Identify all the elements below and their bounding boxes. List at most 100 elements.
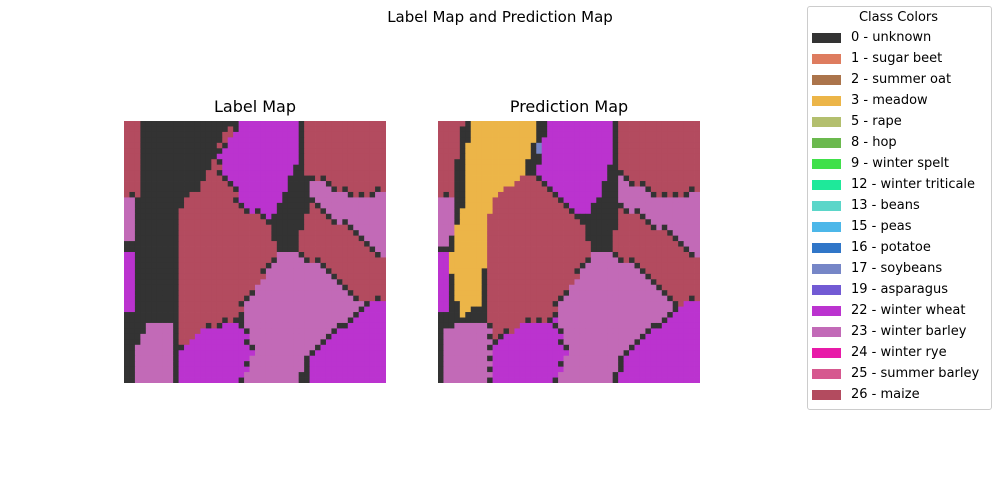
heatmap-cell: [282, 241, 289, 247]
heatmap-cell: [320, 262, 327, 269]
heatmap-cell: [634, 322, 641, 329]
heatmap-cell: [585, 279, 592, 286]
heatmap-cell: [222, 333, 229, 340]
heatmap-cell: [601, 224, 608, 231]
heatmap-cell: [601, 301, 608, 307]
heatmap-cell: [216, 339, 223, 346]
heatmap-cell: [342, 322, 349, 329]
heatmap-cell: [639, 131, 646, 138]
heatmap-cell: [145, 148, 152, 155]
heatmap-cell: [364, 257, 371, 264]
heatmap-cell: [162, 252, 169, 258]
heatmap-cell: [265, 131, 272, 138]
heatmap-cell: [629, 137, 635, 144]
heatmap-cell: [476, 295, 483, 302]
heatmap-cell: [194, 355, 201, 362]
heatmap-cell: [194, 328, 201, 335]
heatmap-cell: [205, 246, 212, 253]
legend-swatch: [812, 242, 841, 253]
heatmap-cell: [325, 279, 332, 286]
heatmap-cell: [287, 208, 294, 215]
heatmap-cell: [298, 268, 305, 275]
heatmap-cell: [623, 257, 630, 264]
heatmap-cell: [238, 312, 245, 318]
heatmap-cell: [298, 355, 305, 362]
heatmap-cell: [309, 361, 316, 368]
heatmap-cell: [487, 317, 493, 324]
heatmap-cell: [514, 301, 521, 307]
legend-swatch: [812, 368, 841, 379]
heatmap-cell: [331, 317, 338, 324]
heatmap-cell: [178, 361, 185, 368]
heatmap-cell: [569, 202, 575, 209]
heatmap-cell: [184, 279, 190, 286]
heatmap-cell: [173, 197, 179, 204]
heatmap-cell: [678, 224, 685, 231]
heatmap-cell: [353, 317, 360, 324]
heatmap-cell: [629, 164, 635, 171]
heatmap-cell: [380, 219, 386, 226]
heatmap-cell: [265, 312, 272, 318]
heatmap-cell: [558, 213, 564, 220]
heatmap-cell: [293, 159, 300, 166]
heatmap-cell: [304, 202, 310, 209]
heatmap-cell: [238, 219, 245, 226]
heatmap-cell: [661, 279, 668, 286]
heatmap-cell: [481, 191, 488, 198]
heatmap-cell: [211, 257, 218, 264]
heatmap-cell: [124, 257, 130, 264]
heatmap-cell: [200, 252, 207, 258]
heatmap-cell: [320, 126, 327, 133]
heatmap-cell: [380, 153, 386, 160]
heatmap-cell: [249, 317, 256, 324]
heatmap-cell: [178, 312, 185, 318]
heatmap-cell: [607, 186, 614, 193]
heatmap-cell: [514, 328, 521, 335]
heatmap-cell: [375, 279, 381, 286]
heatmap-cell: [623, 197, 630, 204]
heatmap-cell: [596, 350, 603, 357]
heatmap-cell: [519, 202, 526, 209]
heatmap-cell: [656, 131, 663, 138]
heatmap-cell: [459, 202, 466, 209]
heatmap-cell: [618, 153, 624, 160]
heatmap-cell: [678, 148, 685, 155]
heatmap-cell: [454, 137, 461, 144]
heatmap-cell: [607, 252, 614, 258]
heatmap-cell: [607, 197, 614, 204]
heatmap-cell: [336, 268, 343, 275]
heatmap-cell: [596, 252, 603, 258]
heatmap-cell: [282, 301, 289, 307]
heatmap-cell: [459, 350, 466, 357]
heatmap-cell: [189, 131, 196, 138]
heatmap-cell: [639, 181, 646, 187]
heatmap-cell: [689, 339, 695, 346]
heatmap-cell: [271, 262, 278, 269]
heatmap-cell: [612, 366, 619, 373]
heatmap-cell: [618, 191, 624, 198]
heatmap-cell: [661, 186, 668, 193]
heatmap-cell: [173, 306, 179, 313]
heatmap-cell: [336, 246, 343, 253]
heatmap-cell: [558, 355, 564, 362]
heatmap-cell: [271, 322, 278, 329]
heatmap-cell: [162, 148, 169, 155]
heatmap-cell: [645, 350, 652, 357]
heatmap-cell: [260, 131, 267, 138]
heatmap-cell: [189, 257, 196, 264]
heatmap-cell: [233, 186, 240, 193]
heatmap-cell: [189, 219, 196, 226]
heatmap-cell: [476, 366, 483, 373]
heatmap-cell: [596, 148, 603, 155]
heatmap-cell: [672, 164, 679, 171]
heatmap-cell: [342, 366, 349, 373]
heatmap-cell: [167, 273, 174, 280]
heatmap-cell: [205, 333, 212, 340]
heatmap-cell: [454, 339, 461, 346]
heatmap-cell: [470, 142, 477, 149]
heatmap-cell: [672, 355, 679, 362]
heatmap-cell: [678, 306, 685, 313]
heatmap-cell: [541, 202, 548, 209]
heatmap-cell: [293, 306, 300, 313]
heatmap-cell: [309, 306, 316, 313]
